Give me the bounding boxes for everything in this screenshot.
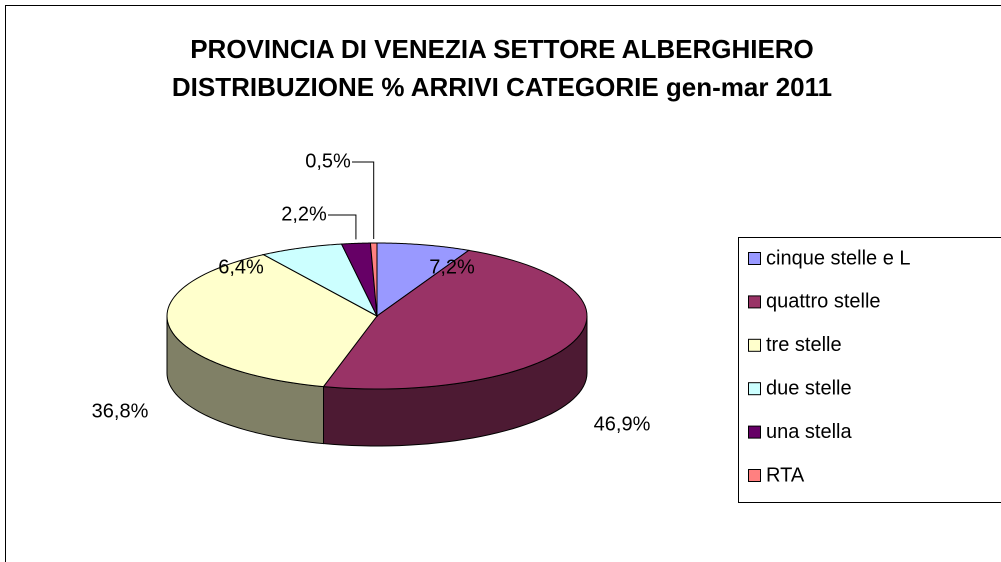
legend-label: tre stelle bbox=[766, 334, 842, 356]
data-label: 2,2% bbox=[281, 203, 327, 225]
pie-slice bbox=[340, 242, 378, 317]
pie-slice bbox=[166, 254, 378, 388]
legend-label: RTA bbox=[766, 464, 805, 486]
legend bbox=[738, 237, 1001, 503]
legend-swatch bbox=[748, 425, 761, 439]
legend-label: una stella bbox=[766, 421, 852, 443]
data-label: 7,2% bbox=[429, 256, 475, 278]
data-label: 0,5% bbox=[305, 150, 351, 172]
leader-line bbox=[352, 161, 375, 240]
legend-swatch bbox=[748, 469, 761, 482]
data-label: 46,9% bbox=[594, 413, 651, 435]
legend-label: quattro stelle bbox=[766, 291, 881, 313]
pie-slice bbox=[261, 243, 379, 318]
data-label: 6,4% bbox=[218, 256, 264, 278]
chart-title: PROVINCIA DI VENEZIA SETTORE ALBERGHIERO… bbox=[171, 34, 833, 102]
legend-swatch bbox=[748, 252, 761, 265]
legend-label: cinque stelle e L bbox=[766, 247, 911, 269]
leader-line bbox=[328, 214, 357, 240]
pie-slice bbox=[376, 242, 471, 317]
data-label: 36,8% bbox=[92, 400, 149, 422]
pie-slice bbox=[369, 242, 378, 317]
legend-label: due stelle bbox=[766, 377, 852, 399]
legend-swatch bbox=[748, 382, 761, 396]
legend-swatch bbox=[748, 295, 761, 309]
pie-slice bbox=[322, 249, 588, 390]
legend-swatch bbox=[748, 338, 761, 352]
